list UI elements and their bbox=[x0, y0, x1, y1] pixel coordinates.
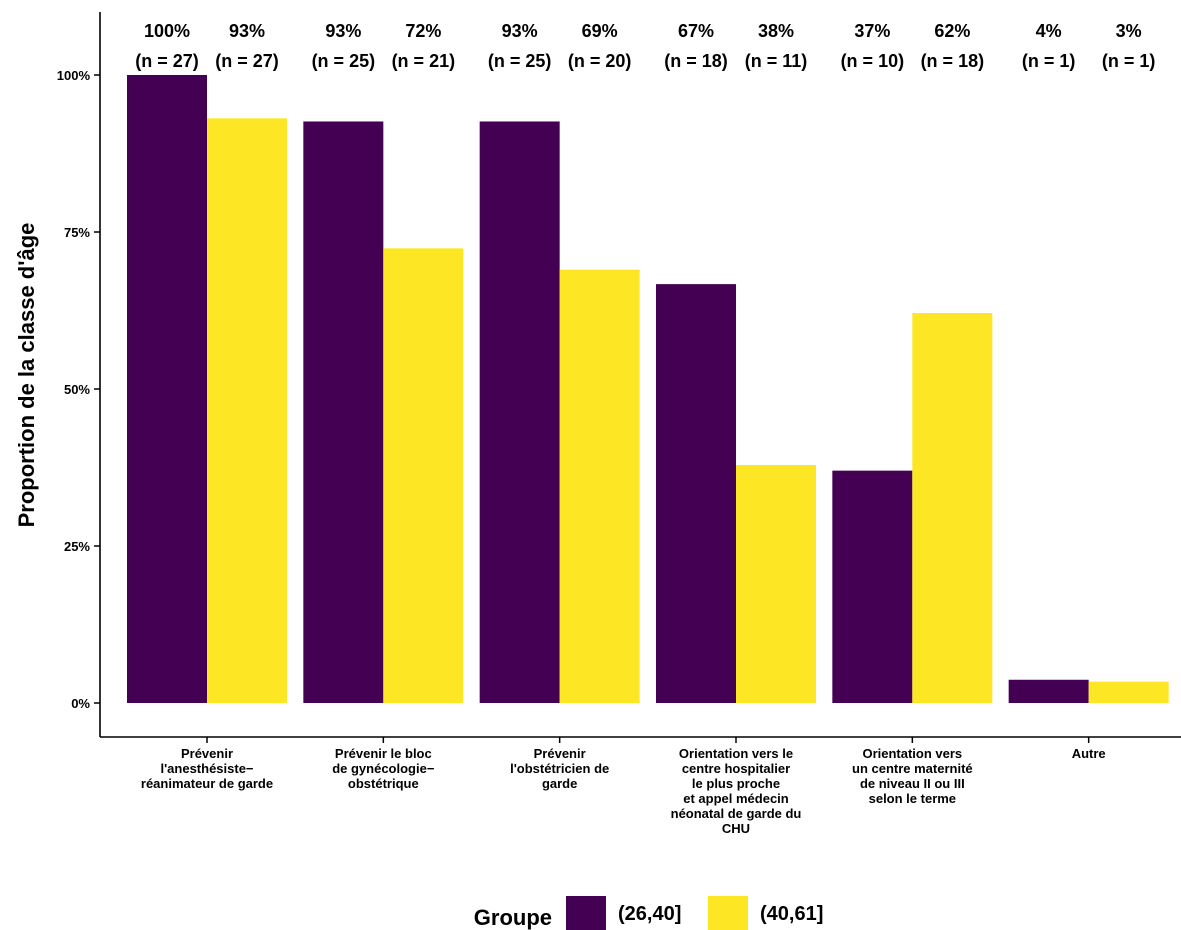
legend-label-1: (26,40] bbox=[618, 903, 681, 925]
legend-label-2: (40,61] bbox=[760, 903, 823, 925]
x-tick-label-1-2: l'anesthésiste− bbox=[160, 761, 253, 776]
x-tick-label-4-1: Orientation vers le bbox=[679, 746, 793, 761]
y-axis: 0% 25% 50% 75% 100% bbox=[57, 12, 101, 737]
bar-1-6 bbox=[1008, 679, 1089, 703]
x-tick-label-1-1: Prévenir bbox=[181, 746, 233, 761]
pct-label-1-5: 37% bbox=[854, 21, 890, 41]
pct-label-2-4: 38% bbox=[758, 21, 794, 41]
legend-key-1 bbox=[566, 896, 606, 930]
n-label-1-5: (n = 10) bbox=[841, 51, 905, 71]
n-label-1-3: (n = 25) bbox=[488, 51, 552, 71]
x-tick-label-3-1: Prévenir bbox=[534, 746, 586, 761]
y-tick-label-3: 50% bbox=[64, 382, 90, 397]
n-label-1-1: (n = 27) bbox=[135, 51, 199, 71]
bar-1-5 bbox=[832, 470, 913, 703]
pct-label-1-2: 93% bbox=[325, 21, 361, 41]
x-tick-label-2-2: de gynécologie− bbox=[332, 761, 435, 776]
x-tick-label-4-6: CHU bbox=[722, 821, 750, 836]
pct-label-1-6: 4% bbox=[1036, 21, 1062, 41]
pct-label-1-1: 100% bbox=[144, 21, 190, 41]
value-labels-layer: 100% (n = 27) 93% (n = 27) 93% (n = 25) 72% (n … bbox=[135, 21, 1155, 71]
x-tick-label-2-1: Prévenir le bloc bbox=[335, 746, 432, 761]
x-tick-label-4-5: néonatal de garde du bbox=[671, 806, 802, 821]
y-axis-title: Proportion de la classe d'âge bbox=[14, 223, 39, 528]
y-tick-label-4: 75% bbox=[64, 225, 90, 240]
n-label-2-2: (n = 21) bbox=[392, 51, 456, 71]
legend-key-2 bbox=[708, 896, 748, 930]
bar-2-3 bbox=[559, 269, 640, 703]
pct-label-2-5: 62% bbox=[934, 21, 970, 41]
bar-1-1 bbox=[127, 75, 207, 703]
n-label-2-6: (n = 1) bbox=[1102, 51, 1156, 71]
n-label-2-3: (n = 20) bbox=[568, 51, 632, 71]
y-tick-label-5: 100% bbox=[57, 68, 91, 83]
bar-1-4 bbox=[656, 284, 736, 703]
bar-2-4 bbox=[736, 464, 816, 703]
x-tick-label-1-3: réanimateur de garde bbox=[141, 776, 273, 791]
pct-label-2-3: 69% bbox=[582, 21, 618, 41]
x-tick-label-5-1: Orientation vers bbox=[862, 746, 962, 761]
bar-2-5 bbox=[912, 313, 993, 703]
pct-label-2-1: 93% bbox=[229, 21, 265, 41]
bar-1-3 bbox=[479, 121, 560, 704]
bar-1-2 bbox=[303, 121, 384, 704]
x-tick-label-2-3: obstétrique bbox=[348, 776, 419, 791]
bar-2-2 bbox=[383, 248, 464, 703]
pct-label-1-3: 93% bbox=[502, 21, 538, 41]
x-tick-label-5-3: de niveau II ou III bbox=[860, 776, 965, 791]
legend-title: Groupe bbox=[474, 905, 552, 930]
y-tick-label-2: 25% bbox=[64, 539, 90, 554]
bars-layer bbox=[127, 75, 1169, 704]
x-tick-label-3-3: garde bbox=[542, 776, 577, 791]
bar-2-6 bbox=[1088, 681, 1169, 703]
pct-label-2-6: 3% bbox=[1116, 21, 1142, 41]
x-tick-label-4-3: le plus proche bbox=[692, 776, 780, 791]
n-label-1-4: (n = 18) bbox=[664, 51, 728, 71]
pct-label-2-2: 72% bbox=[405, 21, 441, 41]
bar-2-1 bbox=[207, 118, 287, 703]
legend: Groupe (26,40] (40,61] bbox=[474, 896, 823, 930]
x-tick-label-6-1: Autre bbox=[1072, 746, 1106, 761]
n-label-2-5: (n = 18) bbox=[921, 51, 985, 71]
x-tick-label-5-4: selon le terme bbox=[869, 791, 956, 806]
n-label-1-6: (n = 1) bbox=[1022, 51, 1076, 71]
x-tick-label-3-2: l'obstétricien de bbox=[510, 761, 609, 776]
n-label-2-1: (n = 27) bbox=[215, 51, 279, 71]
x-tick-label-4-4: et appel médecin bbox=[683, 791, 789, 806]
y-tick-label-1: 0% bbox=[71, 696, 90, 711]
x-tick-label-5-2: un centre maternité bbox=[852, 761, 973, 776]
n-label-1-2: (n = 25) bbox=[312, 51, 376, 71]
pct-label-1-4: 67% bbox=[678, 21, 714, 41]
n-label-2-4: (n = 11) bbox=[745, 51, 808, 71]
x-tick-label-4-2: centre hospitalier bbox=[682, 761, 790, 776]
